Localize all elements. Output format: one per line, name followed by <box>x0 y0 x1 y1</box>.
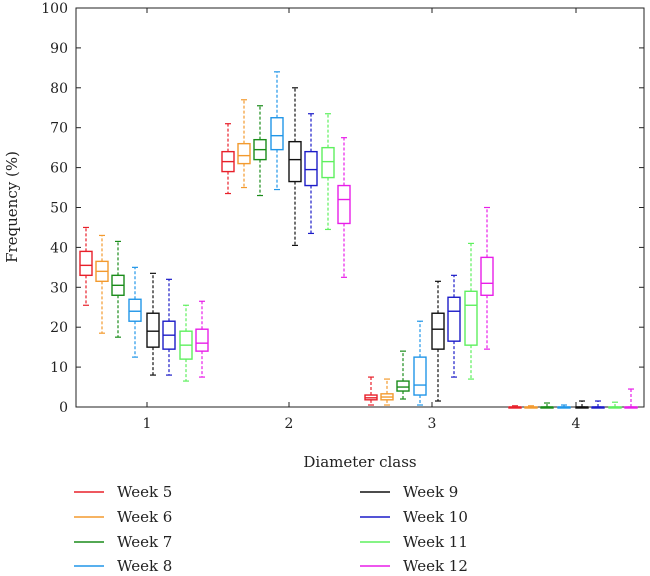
box-iqr <box>128 298 142 322</box>
y-tick-label: 20 <box>50 320 68 336</box>
plot-area-frame <box>75 7 645 408</box>
y-tick-label: 30 <box>50 280 68 296</box>
y-tick-label: 50 <box>50 201 68 217</box>
box-iqr <box>195 328 209 352</box>
x-tick-label: 3 <box>428 416 437 432</box>
y-tick-label: 60 <box>50 161 68 177</box>
x-tick-label: 2 <box>285 416 294 432</box>
box <box>253 105 267 197</box>
box <box>162 278 176 376</box>
y-tick-label: 40 <box>50 240 68 256</box>
box-iqr <box>396 380 410 392</box>
box-iqr <box>146 312 160 348</box>
legend-item: Week 9 <box>360 483 458 501</box>
box-iqr <box>464 290 478 346</box>
box-iqr <box>431 312 445 350</box>
box-series-week-6 <box>95 99 538 409</box>
y-tick-label: 90 <box>50 41 68 57</box>
box <box>146 272 160 376</box>
box <box>540 402 554 409</box>
y-tick-label: 70 <box>50 121 68 137</box>
box-series-group <box>79 71 638 409</box>
box <box>337 137 351 278</box>
box <box>364 376 378 406</box>
x-tick-label: 4 <box>572 416 581 432</box>
box <box>304 113 318 235</box>
box-iqr <box>447 296 461 342</box>
legend-label: Week 9 <box>403 483 458 501</box>
box-series-week-12 <box>195 137 638 409</box>
box-series-week-10 <box>162 113 605 409</box>
legend-item: Week 10 <box>360 508 468 526</box>
box <box>195 300 209 378</box>
legend-label: Week 11 <box>403 533 468 551</box>
y-axis-title: Frequency (%) <box>3 151 21 263</box>
box <box>464 242 478 380</box>
box <box>575 400 589 409</box>
box <box>508 405 522 409</box>
box <box>79 226 93 306</box>
box-series-week-7 <box>111 105 554 409</box>
box <box>608 401 622 409</box>
box <box>624 388 638 409</box>
x-axis-title: Diameter class <box>303 453 416 471</box>
box-iqr <box>237 142 251 165</box>
legend-label: Week 5 <box>117 483 172 501</box>
box <box>270 71 284 191</box>
legend: Week 5 Week 6 Week 7 Week 8 Week 9 Week 10 Wee… <box>74 483 468 575</box>
y-tick-label: 80 <box>50 81 68 97</box>
box-iqr <box>270 117 284 151</box>
box <box>431 280 445 402</box>
box <box>95 234 109 334</box>
box <box>591 400 605 409</box>
box <box>480 206 494 350</box>
box-iqr <box>337 184 351 225</box>
y-tick-label: 0 <box>59 400 68 416</box>
box-series-week-11 <box>179 113 622 409</box>
legend-label: Week 8 <box>117 557 172 575</box>
box <box>321 113 335 231</box>
legend-label: Week 6 <box>117 508 172 526</box>
box-iqr <box>413 356 427 396</box>
box <box>380 378 394 406</box>
box-series-week-5 <box>79 123 522 409</box>
box <box>396 350 410 400</box>
box-iqr <box>321 146 335 179</box>
legend-item: Week 12 <box>360 557 468 575</box>
box <box>179 304 193 382</box>
box-iqr <box>304 150 318 187</box>
x-axis: 1 2 3 4 <box>143 8 581 432</box>
legend-item: Week 11 <box>360 533 468 551</box>
y-tick-label: 10 <box>50 360 68 376</box>
legend-item: Week 5 <box>74 483 172 501</box>
box-series-week-9 <box>146 87 589 409</box>
box-series-week-8 <box>128 71 571 409</box>
legend-item: Week 6 <box>74 508 172 526</box>
legend-item: Week 8 <box>74 557 172 575</box>
box-iqr <box>288 140 302 183</box>
box <box>288 87 302 247</box>
box <box>447 274 461 378</box>
legend-label: Week 7 <box>117 533 172 551</box>
box <box>413 320 427 406</box>
legend-label: Week 12 <box>403 557 468 575</box>
y-tick-label: 100 <box>41 1 68 17</box>
box <box>237 99 251 189</box>
legend-label: Week 10 <box>403 508 468 526</box>
legend-item: Week 7 <box>74 533 172 551</box>
x-tick-label: 1 <box>143 416 152 432</box>
box <box>524 405 538 409</box>
box <box>221 123 235 195</box>
box-iqr <box>480 256 494 296</box>
box <box>111 240 125 338</box>
box-iqr <box>79 250 93 277</box>
box <box>557 404 571 409</box>
box <box>128 266 142 358</box>
y-axis: 0 10 20 30 40 50 60 70 80 90 100 <box>41 1 644 416</box>
